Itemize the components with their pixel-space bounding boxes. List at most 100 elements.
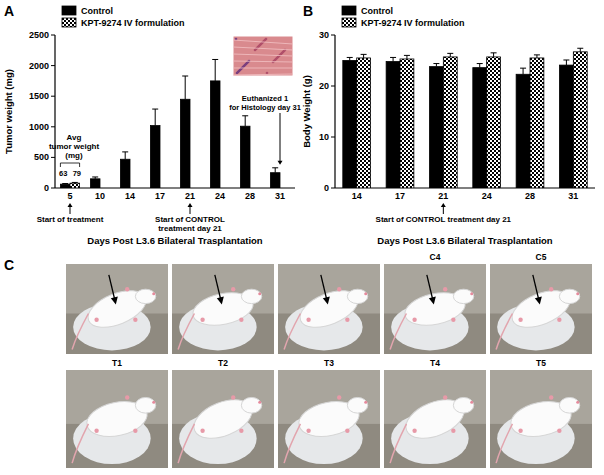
mouse-tail <box>496 314 512 350</box>
panel-title: C <box>4 257 14 273</box>
mouse-paw <box>345 429 349 433</box>
error-bar <box>212 59 218 80</box>
y-tick-label: 2500 <box>29 30 49 40</box>
panel-title: A <box>4 3 14 19</box>
bar <box>343 61 357 189</box>
mouse-paw <box>200 318 204 322</box>
mouse-head <box>241 289 261 303</box>
x-tick-label: 14 <box>125 191 135 201</box>
y-tick <box>51 96 55 97</box>
y-axis <box>334 35 335 188</box>
mouse-paw <box>125 395 129 399</box>
photo-label: T5 <box>536 358 546 368</box>
y-tick <box>331 137 335 138</box>
photo-bg <box>66 370 168 468</box>
tumor-arrow-head <box>217 296 224 304</box>
bar <box>386 62 400 188</box>
legend-label: Control <box>361 6 393 16</box>
mouse-paw <box>337 395 341 399</box>
mouse-nose <box>258 292 261 295</box>
x-axis <box>335 187 595 188</box>
arrow-head <box>188 203 193 207</box>
bar <box>357 58 371 188</box>
inset-cell <box>265 38 268 41</box>
mouse-tail <box>178 314 194 350</box>
panel-c: CC4C5T1T2T3T4T5 <box>4 252 592 468</box>
inset-fiber <box>233 47 293 50</box>
bars <box>343 48 587 188</box>
mouse-nose <box>152 401 155 404</box>
bar <box>559 65 573 188</box>
figure: A05001000150020002500510141721242831Tumo… <box>0 0 604 475</box>
x-tick-label: 28 <box>245 191 255 201</box>
mouse-paw <box>125 287 129 291</box>
bar <box>573 52 587 188</box>
mouse-paw <box>133 429 137 433</box>
photo-bg <box>172 370 274 468</box>
inset-cell <box>277 56 280 59</box>
mouse-head <box>135 397 155 413</box>
photo <box>66 264 168 354</box>
photo-bg <box>278 370 380 468</box>
mouse-paw <box>443 287 447 291</box>
error-bar <box>242 116 248 126</box>
mouse-paw <box>231 395 235 399</box>
bar <box>60 184 70 188</box>
inset-fiber <box>233 40 293 44</box>
mouse-nose <box>258 401 261 404</box>
annotation-text: Start of CONTROL <box>155 215 225 224</box>
legend-swatch <box>342 6 356 15</box>
error-bar <box>390 57 396 61</box>
error-bar <box>491 53 497 57</box>
x-tick-label: 24 <box>482 191 492 201</box>
bar <box>150 126 160 188</box>
annotation-text: Start of treatment <box>37 215 104 224</box>
mouse-head <box>559 289 579 303</box>
y-tick-label: 10 <box>319 132 329 142</box>
bar <box>120 159 130 188</box>
photo-label: T4 <box>430 358 440 368</box>
mouse-paw <box>557 429 561 433</box>
error-bar <box>563 60 569 65</box>
x-tick-label: 31 <box>275 191 285 201</box>
mouse-paw <box>518 318 522 322</box>
bar <box>240 126 250 188</box>
error-bar <box>433 64 439 67</box>
inset-cell <box>237 71 240 74</box>
annotation: Start of CONTROLtreatment day 21 <box>155 203 225 233</box>
y-tick <box>331 35 335 36</box>
annotation-text: Avg <box>67 133 82 142</box>
mouse-nose <box>152 292 155 295</box>
bar <box>210 81 220 188</box>
y-tick <box>51 35 55 36</box>
y-tick-label: 30 <box>319 30 329 40</box>
mouse-tail <box>390 314 406 350</box>
mouse-paw <box>412 318 416 322</box>
y-tick-label: 2000 <box>29 61 49 71</box>
inset-fiber <box>233 61 293 62</box>
error-bar <box>477 64 483 68</box>
photo-label: C5 <box>536 252 547 262</box>
inset-cell <box>266 72 269 75</box>
bar <box>180 99 190 188</box>
inset-cell <box>236 72 239 75</box>
photo <box>490 264 592 354</box>
mouse-paw <box>443 395 447 399</box>
photo-bg <box>172 264 274 354</box>
error-bar <box>92 177 98 179</box>
x-tick-label: 10 <box>95 191 105 201</box>
error-bar <box>122 152 128 159</box>
photo-label: T1 <box>112 358 122 368</box>
inset-cell <box>282 51 285 54</box>
mouse-tail <box>178 424 194 463</box>
bar <box>530 58 544 188</box>
mouse-paw <box>200 429 204 433</box>
mouse-paw <box>337 287 341 291</box>
mouse-nose <box>364 292 367 295</box>
bracket <box>60 163 79 167</box>
panel-1: B0102030141721242831Body Weight (g)Days … <box>301 3 595 246</box>
inset-cell <box>275 58 278 61</box>
mouse-nose <box>576 401 579 404</box>
photo-bg <box>384 264 486 354</box>
photo <box>172 370 274 468</box>
